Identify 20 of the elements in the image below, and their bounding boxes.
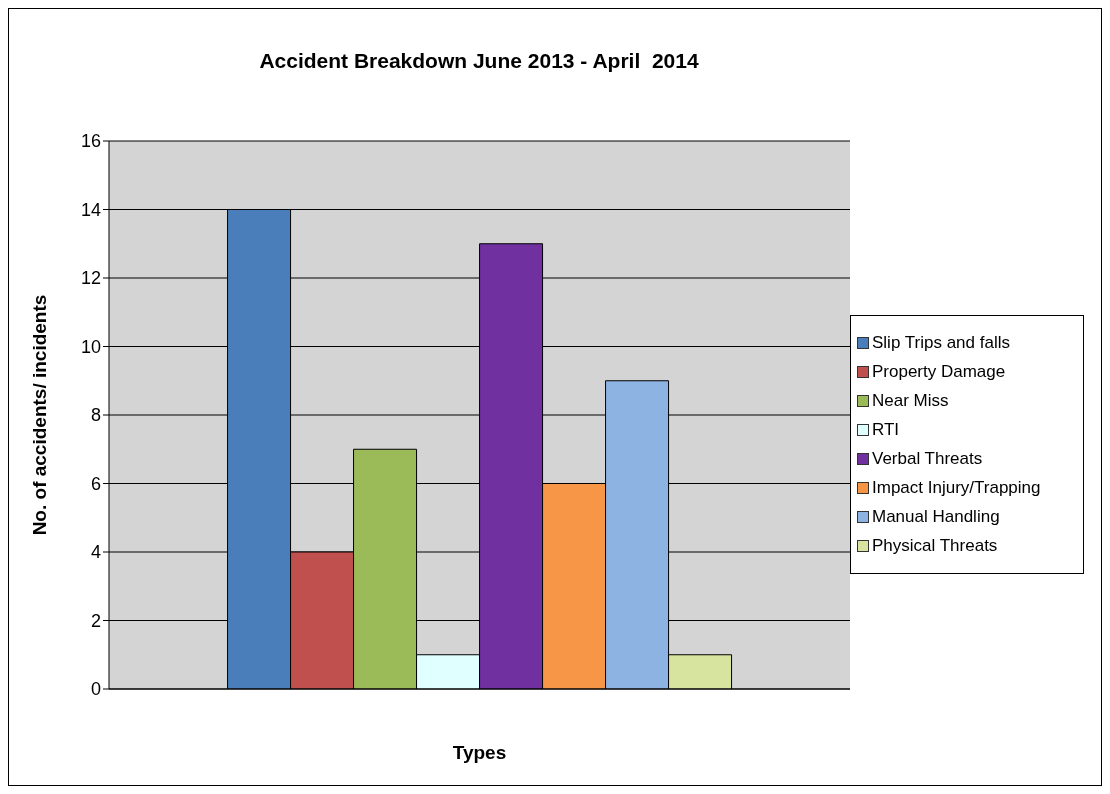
y-tick-label: 4: [90, 542, 101, 563]
x-axis-title: Types: [452, 742, 507, 763]
y-tick-label: 16: [80, 131, 101, 152]
legend-label: RTI: [872, 419, 900, 440]
legend-label: Manual Handling: [872, 506, 1000, 527]
y-tick-label: 10: [80, 336, 101, 357]
y-tick-label: 0: [90, 679, 101, 700]
legend-label: Physical Threats: [872, 535, 998, 556]
y-tick-label: 12: [80, 268, 101, 289]
y-axis-title: No. of accidents/ incidents: [28, 294, 50, 536]
legend-label: Near Miss: [872, 390, 949, 411]
y-tick-label: 2: [90, 610, 101, 631]
legend-label: Verbal Threats: [872, 448, 983, 469]
legend-label: Slip Trips and falls: [872, 332, 1010, 353]
chart-title: Accident Breakdown June 2013 - April 2014: [258, 49, 700, 73]
y-tick-label: 8: [90, 405, 101, 426]
legend-label: Property Damage: [872, 361, 1006, 382]
legend-label: Impact Injury/Trapping: [872, 477, 1041, 498]
y-tick-label: 6: [90, 473, 101, 494]
y-tick-label: 14: [80, 199, 101, 220]
